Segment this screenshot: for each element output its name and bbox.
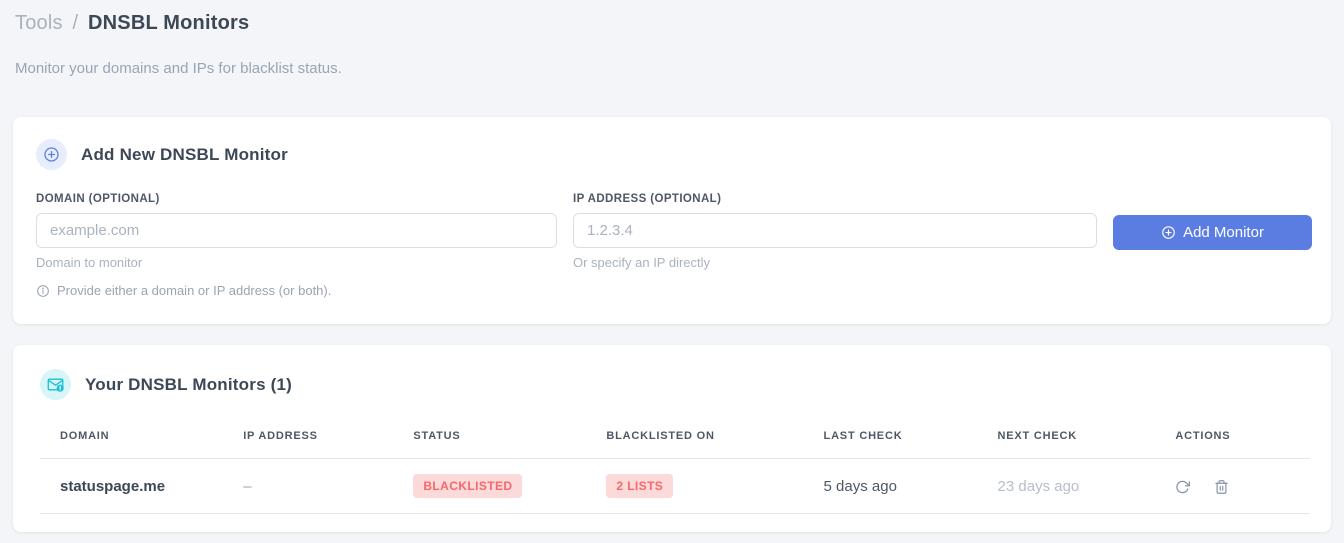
refresh-icon xyxy=(1176,480,1191,493)
ip-hint: Or specify an IP directly xyxy=(573,255,711,270)
monitors-card-title: Your DNSBL Monitors (1) xyxy=(85,374,293,394)
monitor-domain: statuspage.me xyxy=(40,458,244,514)
monitor-status-cell: BLACKLISTED xyxy=(413,458,607,514)
monitor-blacklisted-on-cell: 2 LISTS xyxy=(606,458,824,514)
breadcrumb-tools-link[interactable]: Tools xyxy=(15,12,63,34)
submit-column: Add Monitor xyxy=(1113,193,1312,270)
delete-button[interactable] xyxy=(1214,479,1229,495)
page-subtitle: Monitor your domains and IPs for blackli… xyxy=(15,60,342,77)
col-header-ip-address: IP ADDRESS xyxy=(243,420,414,459)
form-note: Provide either a domain or IP address (o… xyxy=(36,283,1312,298)
blacklisted-on-badge[interactable]: 2 LISTS xyxy=(606,474,674,498)
ip-label: IP ADDRESS (OPTIONAL) xyxy=(573,193,722,205)
domain-hint: Domain to monitor xyxy=(36,255,143,270)
monitors-card: Your DNSBL Monitors (1) DOMAIN IP ADDRES… xyxy=(13,345,1331,532)
mail-alert-icon xyxy=(40,369,71,400)
monitor-next-check: 23 days ago xyxy=(997,458,1176,514)
refresh-button[interactable] xyxy=(1175,479,1191,495)
col-header-last-check: LAST CHECK xyxy=(823,420,998,459)
breadcrumb: Tools / DNSBL Monitors xyxy=(15,12,1329,35)
breadcrumb-separator: / xyxy=(72,12,79,34)
plus-circle-icon xyxy=(1162,226,1175,239)
add-monitor-button[interactable]: Add Monitor xyxy=(1113,215,1312,250)
monitor-ip-address: – xyxy=(243,458,414,514)
add-monitor-card-title: Add New DNSBL Monitor xyxy=(81,144,288,164)
trash-icon xyxy=(1214,479,1228,494)
col-header-next-check: NEXT CHECK xyxy=(997,420,1176,459)
col-header-blacklisted-on: BLACKLISTED ON xyxy=(606,420,824,459)
plus-circle-icon xyxy=(36,139,67,170)
monitors-card-header: Your DNSBL Monitors (1) xyxy=(40,369,1310,400)
monitor-last-check: 5 days ago xyxy=(823,458,998,514)
add-monitor-button-label: Add Monitor xyxy=(1183,224,1264,241)
col-header-domain: DOMAIN xyxy=(40,420,244,459)
col-header-actions: ACTIONS xyxy=(1175,420,1310,459)
table-header-row: DOMAIN IP ADDRESS STATUS BLACKLISTED ON … xyxy=(40,420,1310,459)
add-monitor-card: Add New DNSBL Monitor DOMAIN (OPTIONAL) … xyxy=(13,117,1331,324)
form-note-text: Provide either a domain or IP address (o… xyxy=(57,283,332,298)
ip-field-group: IP ADDRESS (OPTIONAL) Or specify an IP d… xyxy=(573,193,1097,270)
add-monitor-card-header: Add New DNSBL Monitor xyxy=(36,139,1312,170)
page-header: Tools / DNSBL Monitors Monitor your doma… xyxy=(13,10,1331,77)
table-row: statuspage.me – BLACKLISTED 2 LISTS 5 da… xyxy=(40,458,1310,514)
monitor-actions xyxy=(1175,458,1310,514)
monitors-table: DOMAIN IP ADDRESS STATUS BLACKLISTED ON … xyxy=(40,420,1310,514)
domain-label: DOMAIN (OPTIONAL) xyxy=(36,193,160,205)
col-header-status: STATUS xyxy=(413,420,607,459)
ip-input[interactable] xyxy=(573,213,1097,248)
domain-field-group: DOMAIN (OPTIONAL) Domain to monitor xyxy=(36,193,557,270)
page-title: DNSBL Monitors xyxy=(88,12,250,34)
domain-input[interactable] xyxy=(36,213,557,248)
info-icon xyxy=(37,284,49,297)
add-monitor-form: DOMAIN (OPTIONAL) Domain to monitor IP A… xyxy=(36,193,1312,270)
status-badge: BLACKLISTED xyxy=(413,474,523,498)
